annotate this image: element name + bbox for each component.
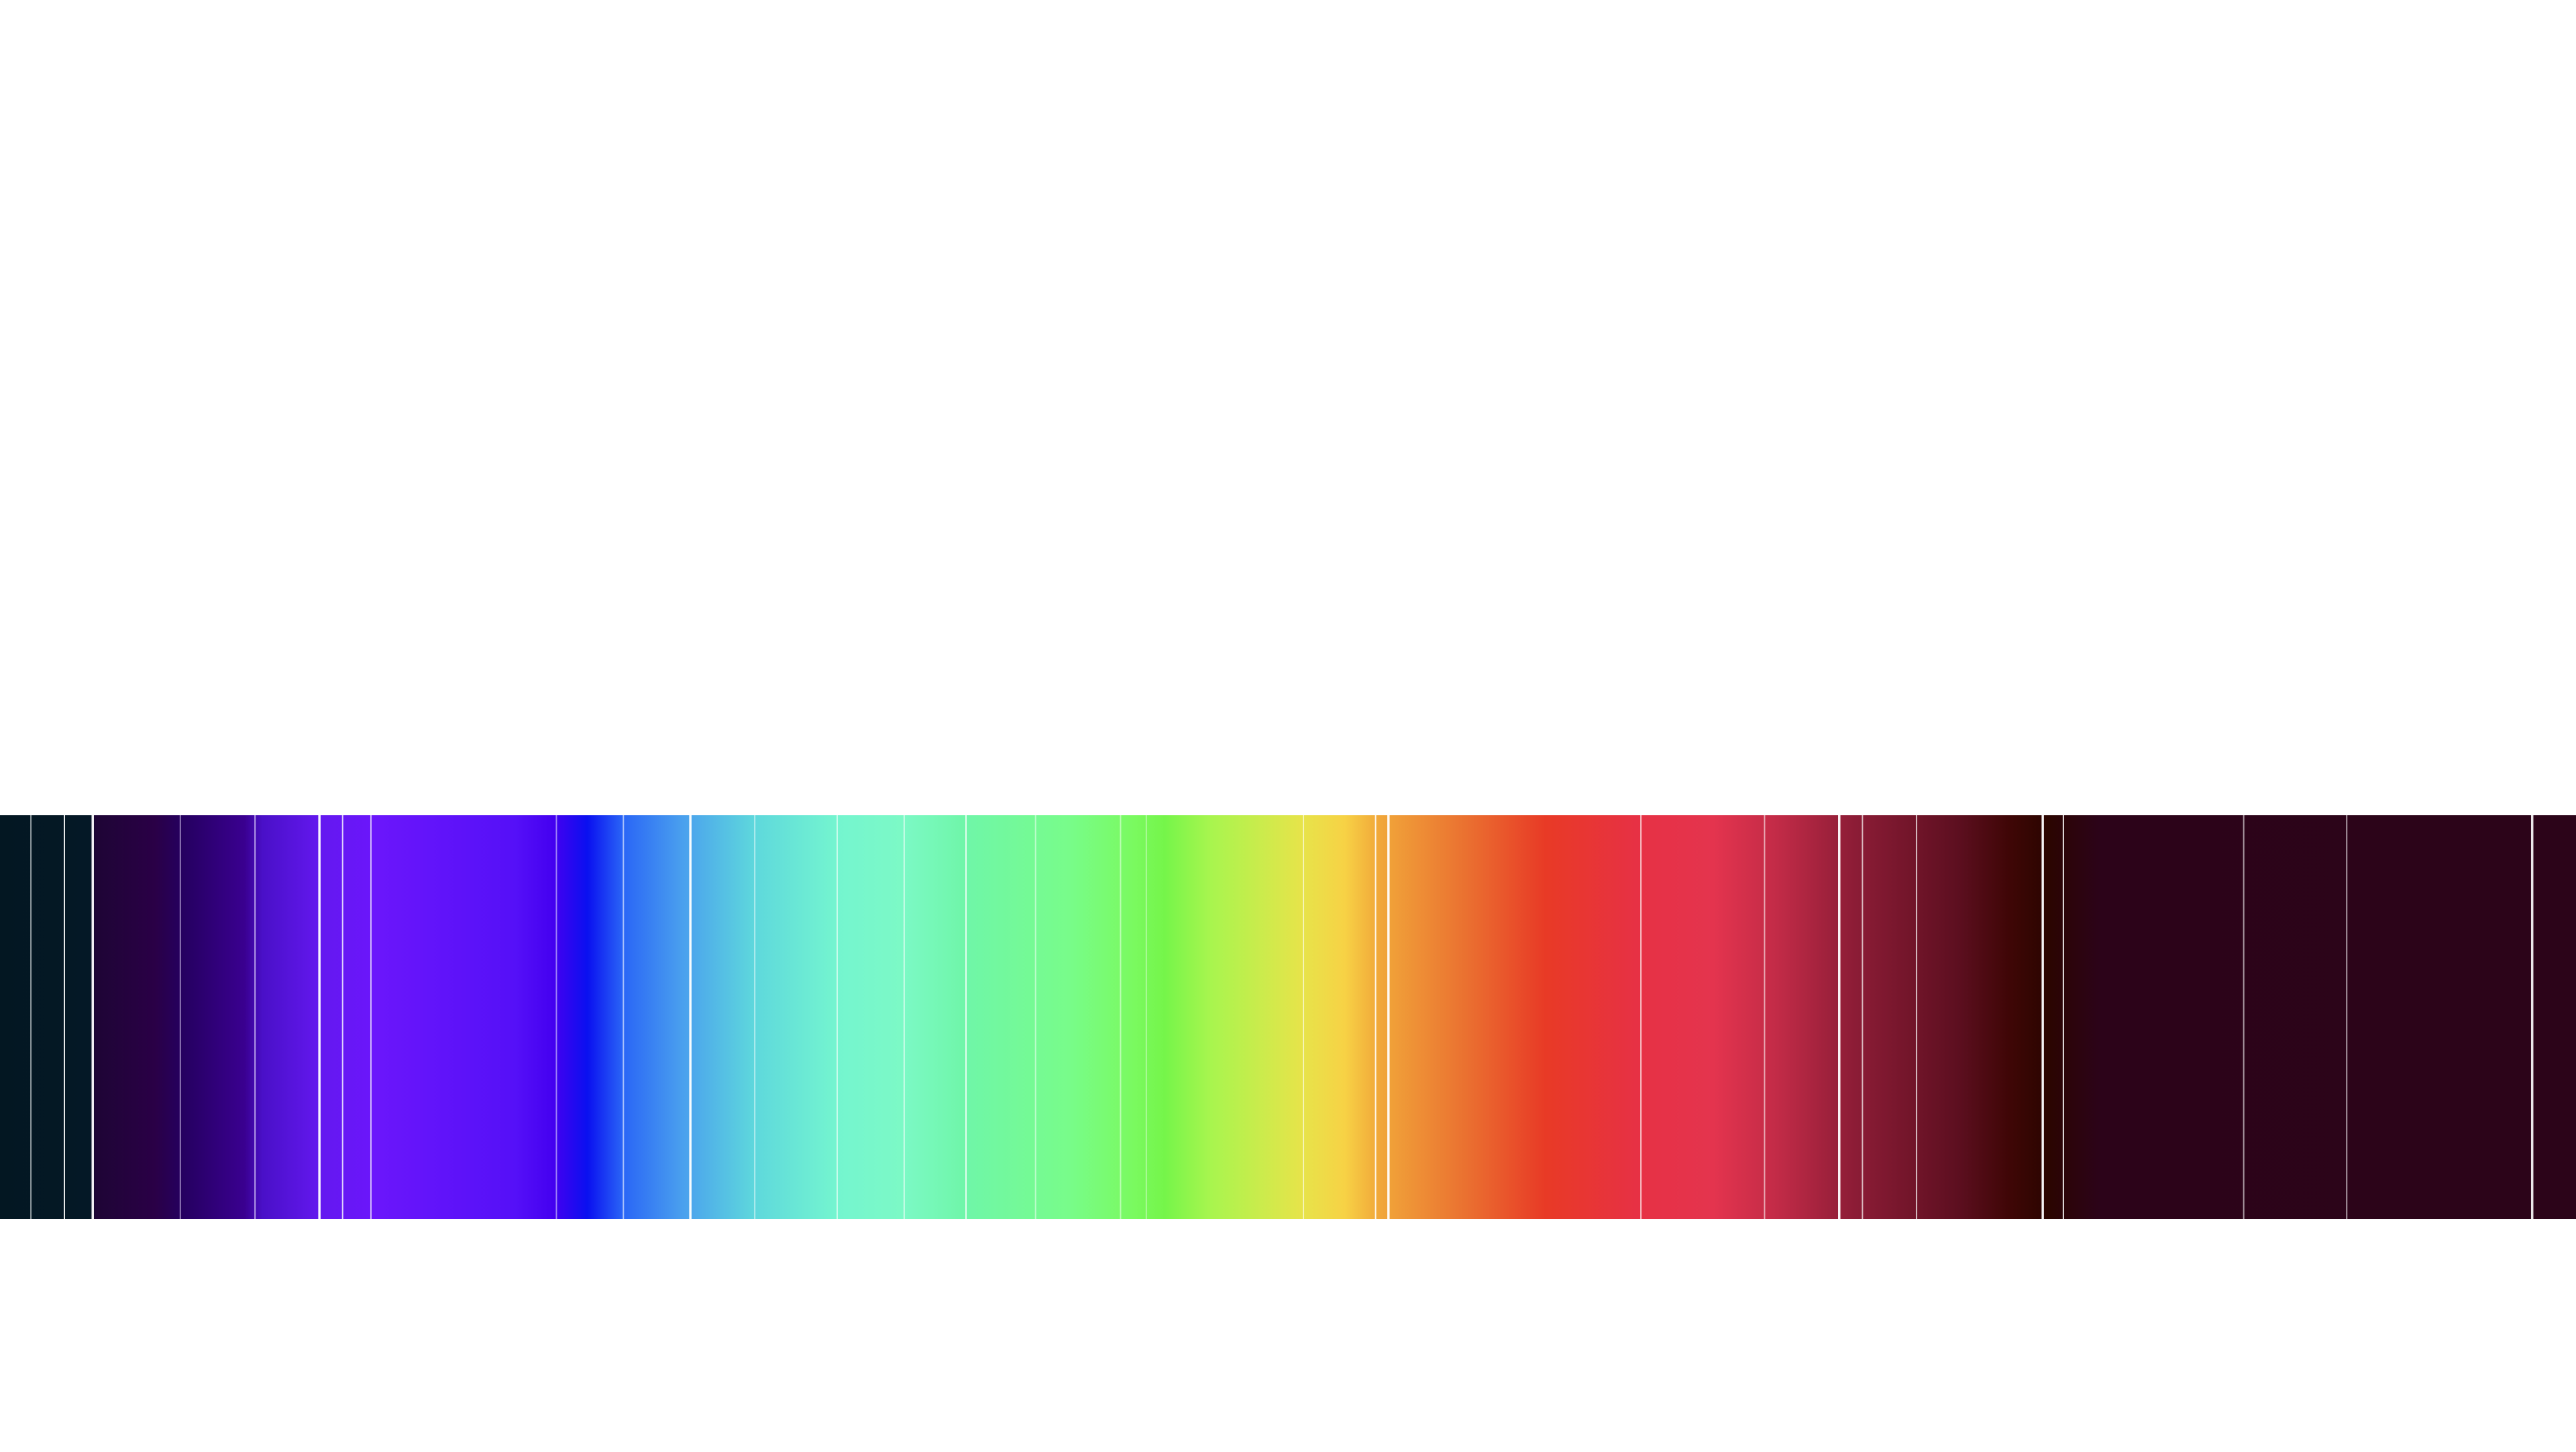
spectrum-gradient-fill <box>0 815 2576 1219</box>
emission-lines <box>30 815 2534 1219</box>
spectrum-graphic <box>0 815 2576 1219</box>
spectrum-band <box>0 815 2576 1219</box>
